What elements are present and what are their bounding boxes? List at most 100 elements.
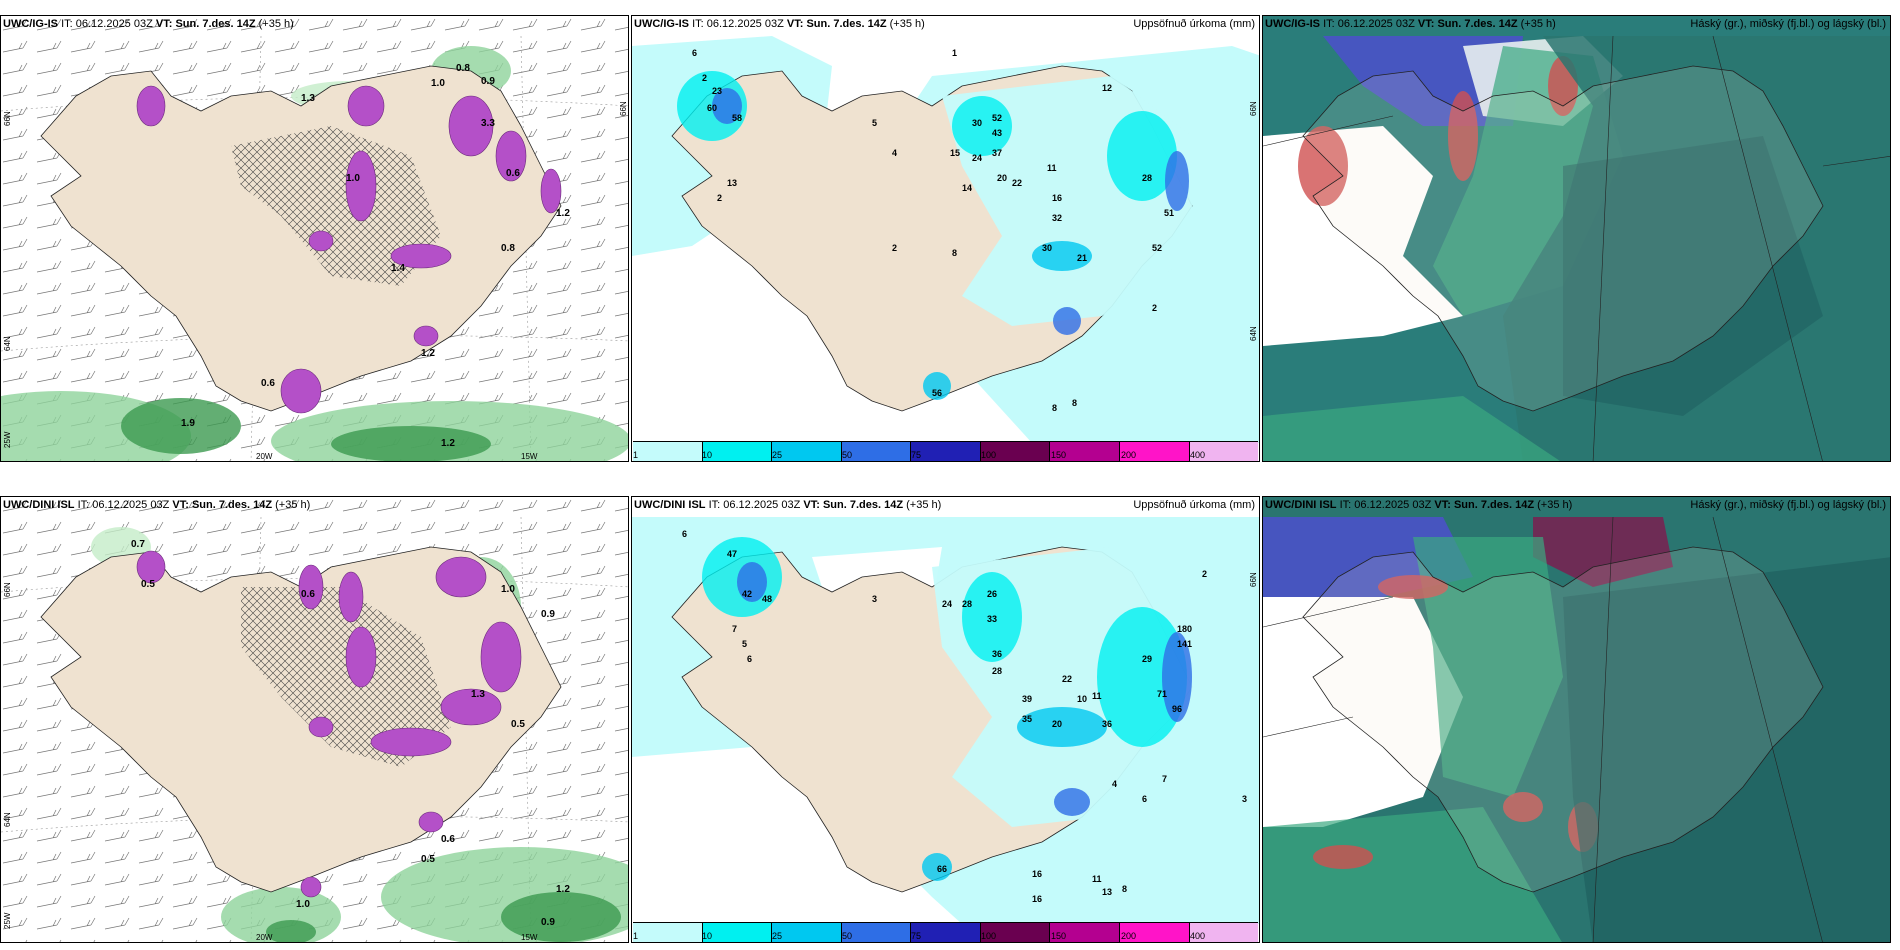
svg-text:3.3: 3.3 [481, 118, 495, 129]
panel-ig-is-wind: UWC/IG-IS IT: 06.12.2025 03Z VT: Sun. 7.… [0, 15, 629, 462]
wind-precip-map: 0.8 1.0 0.9 1.3 3.3 0.6 1.2 1.0 0.8 1.4 … [1, 16, 628, 461]
svg-text:8: 8 [1122, 884, 1127, 894]
svg-text:0.9: 0.9 [541, 609, 555, 620]
svg-text:10: 10 [1077, 694, 1087, 704]
svg-text:6: 6 [682, 529, 687, 539]
svg-text:141: 141 [1177, 639, 1192, 649]
svg-text:42: 42 [742, 589, 752, 599]
svg-text:36: 36 [992, 649, 1002, 659]
svg-text:26: 26 [987, 589, 997, 599]
colorbar-seg [633, 442, 703, 461]
panel-title: Háský (gr.), miðský (fj.bl.) og lágský (… [1690, 499, 1886, 511]
svg-text:3: 3 [1242, 794, 1247, 804]
svg-text:56: 56 [932, 388, 942, 398]
magenta-snow-areas [136, 85, 562, 414]
svg-text:51: 51 [1164, 208, 1174, 218]
svg-text:20: 20 [1052, 719, 1062, 729]
colorbar-tick: 50 [842, 450, 853, 460]
panel-header: UWC/DINI ISL IT: 06.12.2025 03Z VT: Sun.… [1265, 499, 1573, 511]
panel-ig-is-precip: UWC/IG-IS IT: 06.12.2025 03Z VT: Sun. 7.… [631, 15, 1260, 462]
colorbar-seg [1119, 923, 1190, 942]
hatched-snow-area [241, 587, 451, 767]
panel-header: UWC/IG-IS IT: 06.12.2025 03Z VT: Sun. 7.… [1265, 18, 1556, 30]
svg-text:0.6: 0.6 [261, 378, 275, 389]
precip-colorbar [633, 441, 1259, 461]
colorbar-seg [772, 442, 842, 461]
colorbar-tick: 75 [911, 931, 922, 941]
colorbar-tick: 10 [702, 450, 713, 460]
svg-text:5: 5 [742, 639, 747, 649]
lat-66n-right: 66N [1249, 572, 1258, 587]
precip-value-labels: 6 2 23 60 58 13 2 5 4 1 30 52 43 37 24 2… [692, 48, 1174, 413]
svg-text:1.0: 1.0 [296, 899, 310, 910]
svg-text:1: 1 [952, 48, 957, 58]
svg-text:20: 20 [997, 173, 1007, 183]
colorbar-seg [911, 442, 981, 461]
panel-title: Uppsöfnuð úrkoma (mm) [1133, 499, 1255, 511]
panel-ig-is-clouds: UWC/IG-IS IT: 06.12.2025 03Z VT: Sun. 7.… [1262, 15, 1891, 462]
colorbar-seg [1189, 442, 1259, 461]
colorbar-tick: 25 [772, 450, 783, 460]
lon-20w: 20W [256, 452, 273, 461]
lat-66n-right: 66N [1249, 101, 1258, 116]
svg-text:11: 11 [1092, 874, 1102, 884]
lat-25w: 25W [3, 912, 12, 929]
svg-text:6: 6 [692, 48, 697, 58]
svg-text:0.6: 0.6 [506, 168, 520, 179]
svg-text:1.2: 1.2 [421, 348, 435, 359]
lat-25w: 25W [3, 431, 12, 448]
svg-text:7: 7 [1162, 774, 1167, 784]
colorbar-tick: 100 [981, 931, 997, 941]
colorbar-seg [911, 923, 981, 942]
svg-text:13: 13 [727, 178, 737, 188]
colorbar-seg [702, 442, 773, 461]
svg-text:11: 11 [1092, 691, 1102, 701]
svg-text:16: 16 [1032, 869, 1042, 879]
svg-text:1.9: 1.9 [181, 418, 195, 429]
precip-colorbar [633, 922, 1259, 942]
colorbar-seg [702, 923, 773, 942]
svg-text:1.4: 1.4 [391, 263, 405, 274]
svg-text:21: 21 [1077, 253, 1087, 263]
svg-text:7: 7 [732, 624, 737, 634]
svg-text:1.0: 1.0 [431, 78, 445, 89]
panel-dini-wind: UWC/DINI ISL IT: 06.12.2025 03Z VT: Sun.… [0, 496, 629, 943]
svg-text:0.9: 0.9 [481, 76, 495, 87]
panel-header: UWC/DINI ISL IT: 06.12.2025 03Z VT: Sun.… [634, 499, 942, 511]
iceland-outline [1302, 546, 1824, 893]
svg-text:24: 24 [972, 153, 982, 163]
colorbar-seg [772, 923, 842, 942]
colorbar-seg [980, 923, 1051, 942]
svg-text:60: 60 [707, 103, 717, 113]
svg-text:36: 36 [1102, 719, 1112, 729]
colorbar-seg [1119, 442, 1190, 461]
precip-value-labels: 6 47 42 48 3 7 5 6 24 28 26 33 36 28 22 … [682, 529, 1247, 904]
panel-header: UWC/IG-IS IT: 06.12.2025 03Z VT: Sun. 7.… [634, 18, 925, 30]
svg-text:0.6: 0.6 [301, 589, 315, 600]
svg-text:2: 2 [1152, 303, 1157, 313]
svg-text:71: 71 [1157, 689, 1167, 699]
panel-header: UWC/DINI ISL IT: 06.12.2025 03Z VT: Sun.… [3, 499, 311, 511]
svg-text:0.5: 0.5 [421, 854, 435, 865]
cloud-map [1263, 16, 1890, 461]
svg-text:1.2: 1.2 [441, 438, 455, 449]
svg-text:52: 52 [992, 113, 1002, 123]
iceland-land [40, 546, 562, 893]
svg-text:3: 3 [872, 594, 877, 604]
temp-labels: 0.8 1.0 0.9 1.3 3.3 0.6 1.2 1.0 0.8 1.4 … [181, 63, 570, 449]
colorbar-tick: 200 [1121, 931, 1137, 941]
lon-20w: 20W [256, 933, 273, 942]
lat-66n-right: 66N [619, 101, 628, 116]
colorbar-tick: 25 [772, 931, 783, 941]
precip-map: 6 47 42 48 3 7 5 6 24 28 26 33 36 28 22 … [632, 497, 1259, 924]
svg-text:2: 2 [702, 73, 707, 83]
svg-text:66: 66 [937, 864, 947, 874]
svg-text:24: 24 [942, 599, 952, 609]
svg-text:11: 11 [1047, 163, 1057, 173]
wind-precip-map: 0.7 0.5 0.6 1.0 0.9 1.3 0.5 0.6 1.0 1.2 … [1, 497, 628, 942]
temp-labels: 0.7 0.5 0.6 1.0 0.9 1.3 0.5 0.6 1.0 1.2 … [131, 539, 570, 928]
svg-text:39: 39 [1022, 694, 1032, 704]
svg-text:180: 180 [1177, 624, 1192, 634]
colorbar-tick: 400 [1190, 931, 1206, 941]
svg-text:47: 47 [727, 549, 737, 559]
